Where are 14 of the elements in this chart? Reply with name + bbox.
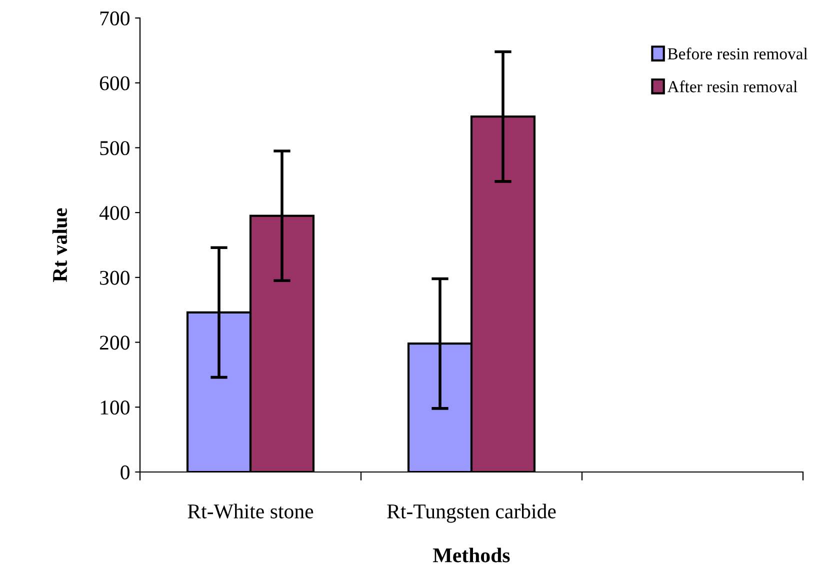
y-tick-label: 600 <box>100 76 130 90</box>
y-tick-label: 500 <box>100 141 130 156</box>
x-tick-label: Rt-White stone <box>188 504 314 519</box>
y-tick-label: 300 <box>100 270 130 285</box>
y-tick-label: 700 <box>100 11 130 26</box>
legend-label: Before resin removal <box>668 48 808 60</box>
x-tick-label: Rt-Tungsten carbide <box>387 504 556 523</box>
y-tick-label: 0 <box>120 465 130 480</box>
x-axis-title: Methods <box>433 548 510 562</box>
legend-label: After resin removal <box>667 80 798 92</box>
y-tick-label: 100 <box>100 400 130 415</box>
y-tick-label: 200 <box>100 336 130 350</box>
y-axis-title: Rt value <box>52 208 68 282</box>
y-tick-label: 400 <box>99 206 130 220</box>
